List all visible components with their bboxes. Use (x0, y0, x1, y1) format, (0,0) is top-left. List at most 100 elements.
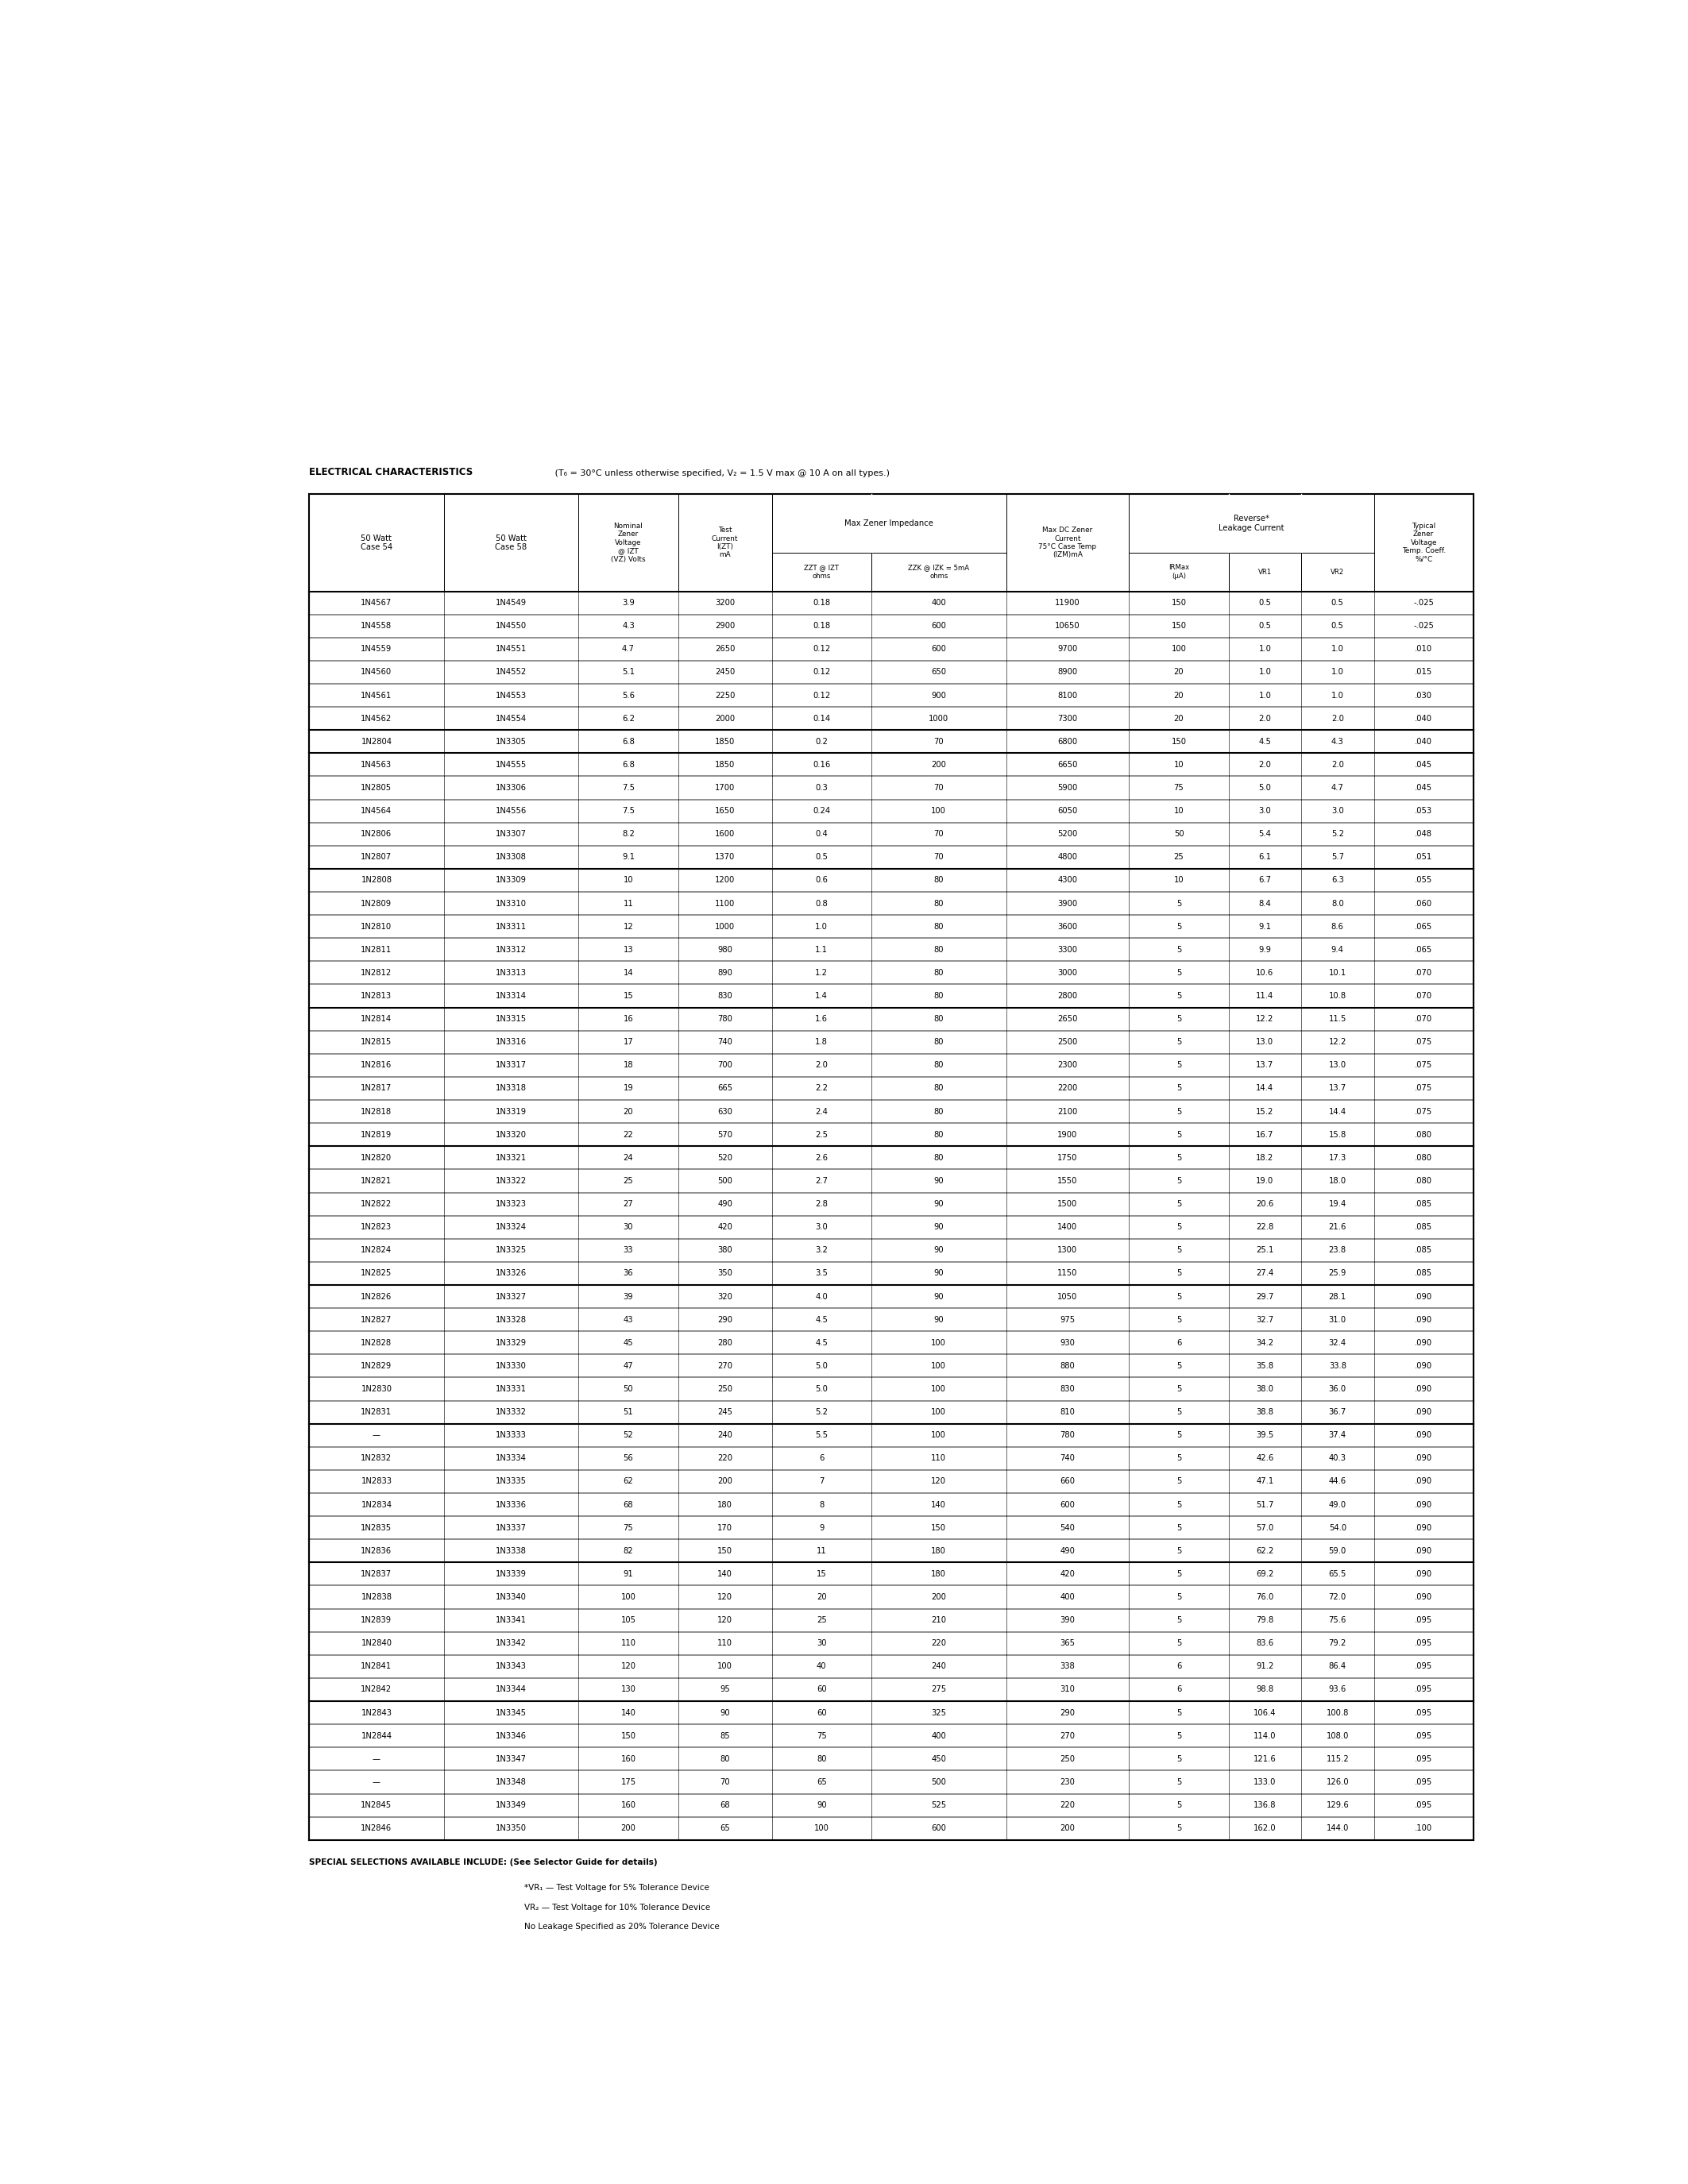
Text: 0.18: 0.18 (814, 622, 830, 629)
Text: 1N2819: 1N2819 (361, 1131, 392, 1138)
Text: 6: 6 (1177, 1686, 1182, 1693)
Text: 120: 120 (621, 1662, 636, 1671)
Text: 1300: 1300 (1058, 1247, 1077, 1254)
Text: 5: 5 (1177, 1756, 1182, 1762)
Text: 665: 665 (717, 1085, 733, 1092)
Text: 6.1: 6.1 (1259, 854, 1271, 860)
Text: 25: 25 (623, 1177, 633, 1186)
Text: 8.4: 8.4 (1259, 900, 1271, 906)
Text: 70: 70 (933, 854, 944, 860)
Text: 4.5: 4.5 (815, 1315, 827, 1324)
Text: 170: 170 (717, 1524, 733, 1531)
Text: 1N3347: 1N3347 (496, 1756, 527, 1762)
Text: 32.4: 32.4 (1328, 1339, 1347, 1348)
Text: .051: .051 (1415, 854, 1433, 860)
Text: 23.8: 23.8 (1328, 1247, 1347, 1254)
Text: 5.0: 5.0 (1259, 784, 1271, 793)
Text: 1400: 1400 (1058, 1223, 1077, 1232)
Text: 50: 50 (623, 1385, 633, 1393)
Text: 3.2: 3.2 (815, 1247, 827, 1254)
Text: 400: 400 (1060, 1592, 1075, 1601)
Text: 11: 11 (817, 1546, 827, 1555)
Text: 1N3311: 1N3311 (496, 922, 527, 930)
Text: Nominal
Zener
Voltage
@ IZT
(VZ) Volts: Nominal Zener Voltage @ IZT (VZ) Volts (611, 522, 645, 563)
Text: 20: 20 (1173, 668, 1183, 677)
Text: 310: 310 (1060, 1686, 1075, 1693)
Text: 1N3310: 1N3310 (496, 900, 527, 906)
Text: .090: .090 (1415, 1363, 1433, 1369)
Text: 1.0: 1.0 (1332, 668, 1344, 677)
Text: 1N2806: 1N2806 (361, 830, 392, 839)
Text: 0.14: 0.14 (814, 714, 830, 723)
Text: 2450: 2450 (716, 668, 734, 677)
Text: 17.3: 17.3 (1328, 1153, 1347, 1162)
Text: 2.4: 2.4 (815, 1107, 827, 1116)
Text: 4.7: 4.7 (621, 644, 635, 653)
Text: 80: 80 (933, 1061, 944, 1070)
Text: 93.6: 93.6 (1328, 1686, 1347, 1693)
Text: 1N2835: 1N2835 (361, 1524, 392, 1531)
Text: 780: 780 (1060, 1431, 1075, 1439)
Text: 1N4555: 1N4555 (496, 760, 527, 769)
Text: 150: 150 (1171, 622, 1187, 629)
Text: 275: 275 (932, 1686, 947, 1693)
Text: 27.4: 27.4 (1256, 1269, 1274, 1278)
Text: 1N3339: 1N3339 (496, 1570, 527, 1579)
Text: 52: 52 (623, 1431, 633, 1439)
Text: 85: 85 (719, 1732, 729, 1741)
Text: 33.8: 33.8 (1328, 1363, 1347, 1369)
Text: 70: 70 (719, 1778, 729, 1787)
Text: 400: 400 (932, 1732, 947, 1741)
Text: .053: .053 (1415, 806, 1433, 815)
Text: 1N2837: 1N2837 (361, 1570, 392, 1579)
Text: 1N2812: 1N2812 (361, 970, 392, 976)
Text: Max DC Zener
Current
75°C Case Temp
(IZM)mA: Max DC Zener Current 75°C Case Temp (IZM… (1038, 526, 1097, 559)
Text: 42.6: 42.6 (1256, 1455, 1274, 1463)
Text: 15: 15 (623, 992, 633, 1000)
Text: .085: .085 (1415, 1199, 1433, 1208)
Text: 1N3314: 1N3314 (496, 992, 527, 1000)
Text: 1.6: 1.6 (815, 1016, 827, 1022)
Text: 1050: 1050 (1057, 1293, 1077, 1299)
Text: 90: 90 (933, 1177, 944, 1186)
Text: 25.9: 25.9 (1328, 1269, 1347, 1278)
Text: 1850: 1850 (716, 760, 734, 769)
Text: 47: 47 (623, 1363, 633, 1369)
Text: 10: 10 (1173, 806, 1183, 815)
Text: 126.0: 126.0 (1327, 1778, 1349, 1787)
Text: 10650: 10650 (1055, 622, 1080, 629)
Text: 1N2845: 1N2845 (361, 1802, 392, 1808)
Text: 133.0: 133.0 (1254, 1778, 1276, 1787)
Text: 5: 5 (1177, 922, 1182, 930)
Text: 1N2823: 1N2823 (361, 1223, 392, 1232)
Text: 18: 18 (623, 1061, 633, 1070)
Text: 120: 120 (717, 1616, 733, 1625)
Text: 180: 180 (932, 1570, 947, 1579)
Text: .090: .090 (1415, 1570, 1433, 1579)
Text: 5: 5 (1177, 1177, 1182, 1186)
Text: 3600: 3600 (1058, 922, 1077, 930)
Text: 3.0: 3.0 (815, 1223, 827, 1232)
Text: 1N2834: 1N2834 (361, 1500, 392, 1509)
Text: .090: .090 (1415, 1524, 1433, 1531)
Text: 59.0: 59.0 (1328, 1546, 1347, 1555)
Text: 1150: 1150 (1057, 1269, 1077, 1278)
Text: 1850: 1850 (716, 738, 734, 745)
Text: 245: 245 (717, 1409, 733, 1415)
Text: 5.0: 5.0 (815, 1363, 827, 1369)
Text: 525: 525 (932, 1802, 947, 1808)
Text: 1N3324: 1N3324 (496, 1223, 527, 1232)
Text: 20: 20 (623, 1107, 633, 1116)
Text: 1N3333: 1N3333 (496, 1431, 527, 1439)
Text: .070: .070 (1415, 992, 1433, 1000)
Text: 29.7: 29.7 (1256, 1293, 1274, 1299)
Text: 1N4554: 1N4554 (496, 714, 527, 723)
Text: 200: 200 (717, 1479, 733, 1485)
Text: 2650: 2650 (1057, 1016, 1077, 1022)
Text: 68: 68 (623, 1500, 633, 1509)
Text: 1N2833: 1N2833 (361, 1479, 392, 1485)
Text: 1750: 1750 (1057, 1153, 1077, 1162)
Text: 3.0: 3.0 (1332, 806, 1344, 815)
Text: 5: 5 (1177, 1409, 1182, 1415)
Text: 1N2814: 1N2814 (361, 1016, 392, 1022)
